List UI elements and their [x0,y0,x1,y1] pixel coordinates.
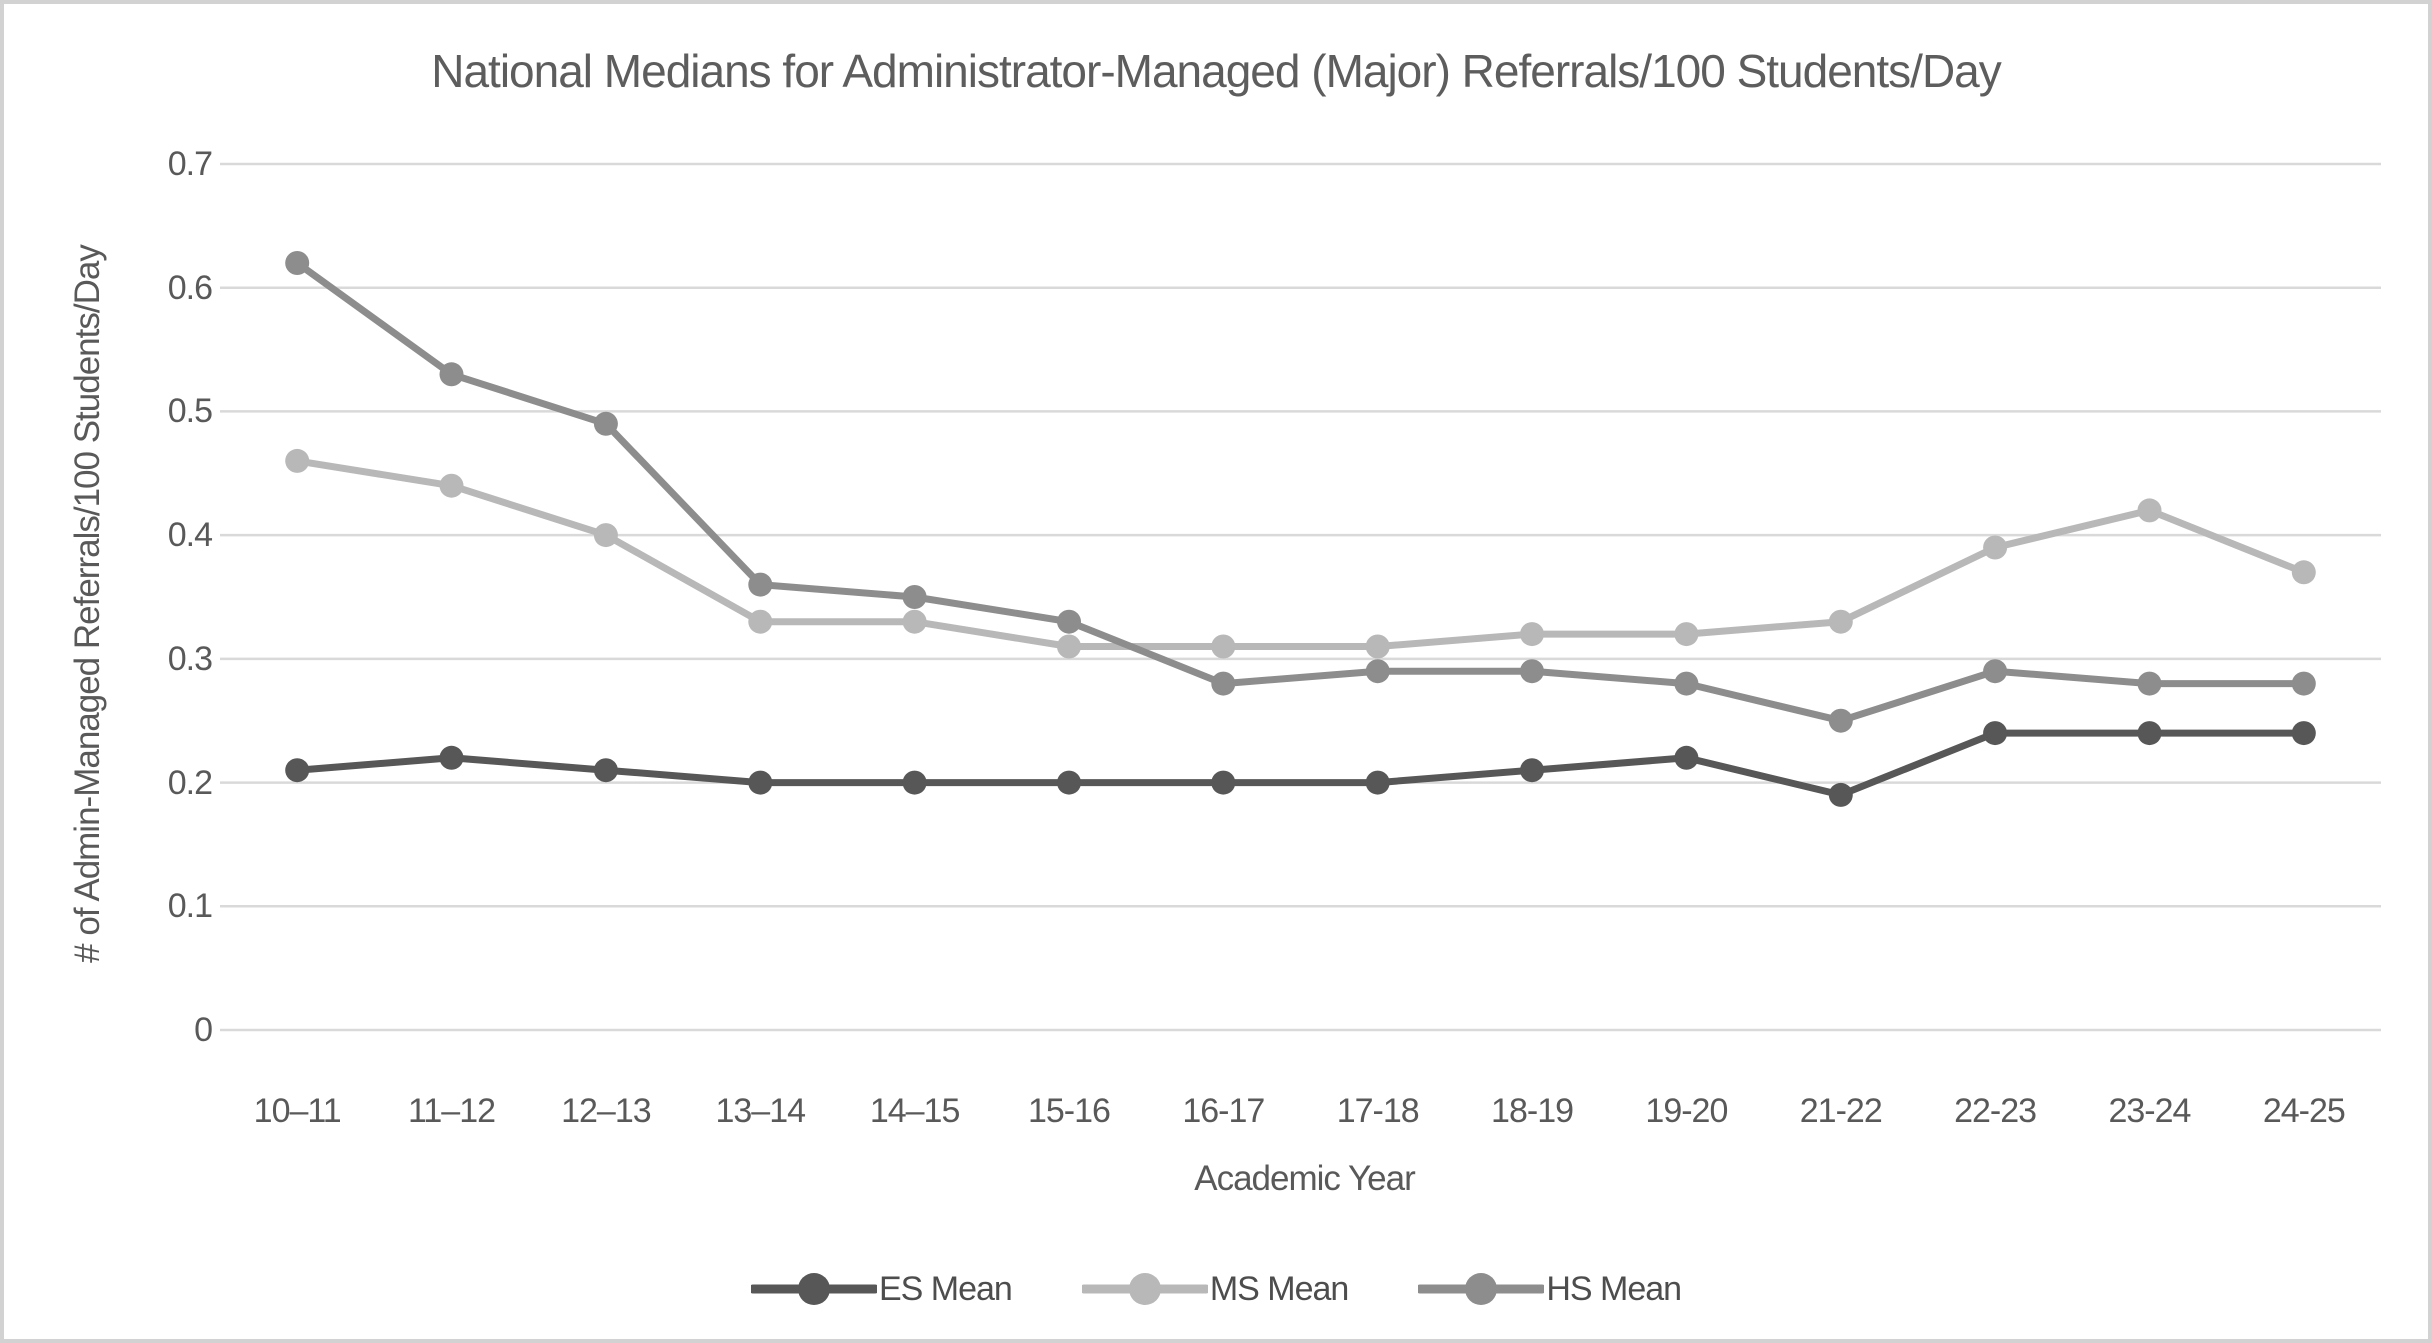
data-point-es-mean [902,770,927,795]
series-group [285,251,2316,807]
data-point-es-mean [1057,770,1081,795]
y-tick-label: 0.1 [167,887,213,926]
y-tick-label: 0.3 [167,639,213,678]
data-point-hs-mean [285,251,310,275]
data-point-ms-mean [748,609,773,634]
chart-title: National Medians for Administrator-Manag… [431,45,2002,97]
gridlines [220,162,2381,1032]
data-point-hs-mean [439,362,464,387]
data-point-es-mean [2291,721,2316,746]
x-tick-label: 15-16 [1027,1092,1111,1130]
x-tick-label: 19-20 [1645,1092,1728,1130]
y-tick-label: 0 [194,1011,213,1049]
legend-label: MS Mean [1209,1269,1349,1308]
legend-item-es-mean: ES Mean [750,1269,1013,1309]
legend-item-hs-mean: HS Mean [1418,1269,1682,1309]
data-point-hs-mean [593,411,618,436]
data-point-ms-mean [593,523,618,548]
data-point-ms-mean [1674,622,1699,647]
data-point-hs-mean [1057,609,1081,634]
x-tick-label: 17-18 [1336,1092,1420,1130]
data-point-es-mean [1520,758,1544,783]
data-point-es-mean [439,745,464,770]
data-point-hs-mean [1520,659,1544,684]
data-point-es-mean [1211,770,1236,795]
data-point-hs-mean [902,585,927,609]
data-point-hs-mean [2291,671,2316,696]
data-point-es-mean [1365,770,1390,795]
y-tick-label: 0.4 [167,516,213,555]
y-tick-label: 0.2 [167,763,213,802]
data-point-hs-mean [1983,659,2008,684]
data-point-ms-mean [285,448,310,473]
x-tick-label: 11–12 [408,1092,496,1130]
data-point-hs-mean [1828,708,1853,733]
series-line-hs-mean [295,260,2304,725]
legend-marker-icon [1081,1273,1208,1305]
x-tick-label: 23-24 [2108,1092,2191,1130]
data-point-es-mean [285,758,310,783]
data-point-ms-mean [439,473,464,498]
data-point-ms-mean [2291,560,2316,585]
x-tick-label: 12–13 [561,1092,652,1130]
data-point-hs-mean [2137,671,2162,696]
x-tick-label: 10–11 [253,1092,342,1130]
x-axis-title: Academic Year [1194,1159,1415,1198]
legend-item-ms-mean: MS Mean [1081,1269,1349,1309]
data-point-ms-mean [1520,622,1544,647]
data-point-hs-mean [748,572,773,597]
data-point-ms-mean [1365,634,1390,659]
x-tick-label: 16-17 [1182,1092,1265,1130]
x-tick-label: 14–15 [869,1092,961,1130]
data-point-ms-mean [1828,609,1853,634]
data-point-ms-mean [1983,535,2008,560]
data-point-es-mean [2137,721,2162,746]
legend-label: ES Mean [878,1269,1013,1308]
x-tick-label: 21-22 [1799,1092,1883,1130]
data-point-es-mean [748,770,773,795]
data-point-es-mean [1828,782,1853,807]
y-tick-label: 0.7 [167,145,213,183]
x-tick-label: 22-23 [1954,1092,2037,1130]
data-point-hs-mean [1365,659,1390,684]
data-point-ms-mean [902,609,927,634]
legend: ES Mean MS Mean HS Mean [4,1269,2428,1309]
y-tick-label: 0.5 [167,392,213,431]
plot-area [220,162,2381,1032]
data-point-hs-mean [1674,671,1699,696]
data-point-es-mean [1983,721,2008,746]
legend-marker-icon [750,1273,877,1305]
x-tick-label: 13–14 [715,1092,806,1130]
y-tick-label: 0.6 [167,268,213,307]
data-point-ms-mean [1211,634,1236,659]
series-line-ms-mean [296,457,2306,650]
data-point-hs-mean [1211,671,1236,696]
y-axis-title: # of Admin-Managed Referrals/100 Student… [68,245,107,963]
data-point-es-mean [1674,745,1699,770]
legend-label: HS Mean [1546,1269,1682,1308]
data-point-ms-mean [2137,498,2162,523]
data-point-ms-mean [1057,634,1081,659]
x-tick-label: 18-19 [1491,1092,1574,1130]
series-line-es-mean [296,729,2304,799]
data-point-es-mean [593,758,618,783]
x-tick-label: 24-25 [2262,1092,2346,1130]
legend-marker-icon [1418,1273,1545,1305]
